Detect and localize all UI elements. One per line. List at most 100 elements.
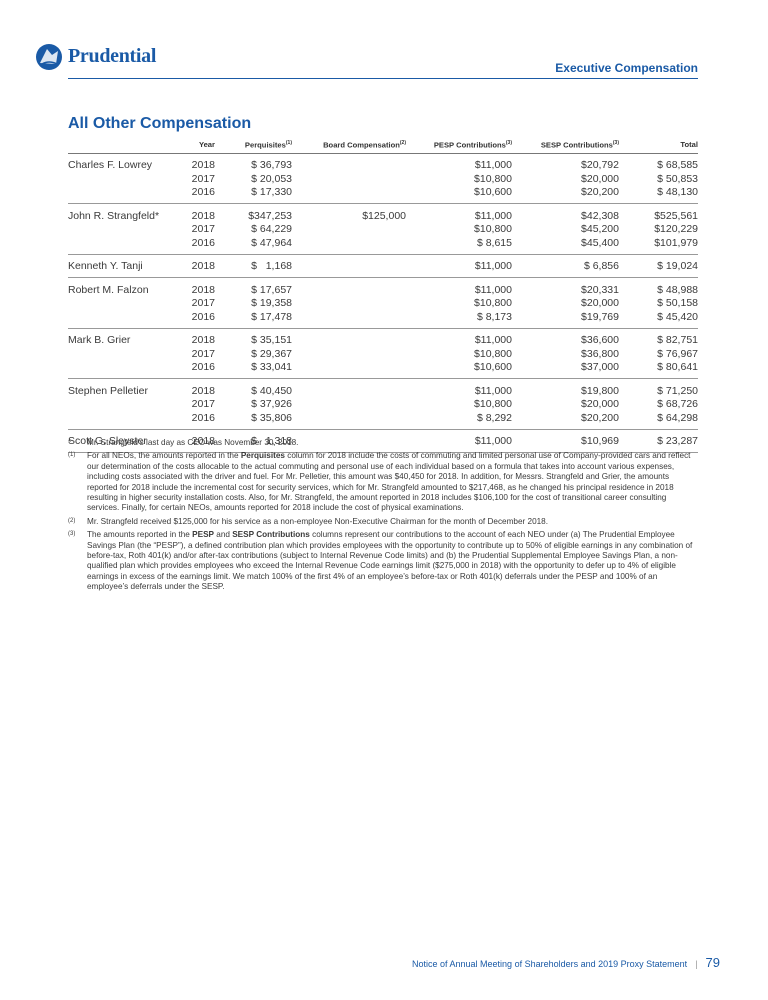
value-cell: [292, 223, 406, 237]
value-cell: $19,769: [512, 310, 619, 329]
table-row: Kenneth Y. Tanji 2018 $ 1,168 $11,000 $ 6,85…: [68, 254, 698, 279]
value-cell: $10,969: [512, 429, 619, 454]
cell-text: $ 23,287: [657, 435, 698, 448]
cell-text: 2016: [191, 236, 215, 249]
footnote-part: column for 2018 include the costs of com…: [87, 451, 691, 513]
footnote-text: Mr. Strangfeld’s last day as CEO was Nov…: [87, 438, 298, 448]
value-cell: $ 8,173: [406, 310, 512, 329]
footnote-mark: *: [68, 438, 72, 447]
table-row: 2016 $ 35,806 $ 8,292 $20,200 $ 64,298: [68, 411, 698, 430]
value-cell: 2017: [180, 347, 215, 361]
value-cell: $10,800: [406, 223, 512, 237]
value-cell: [292, 236, 406, 255]
value-cell: [292, 379, 406, 398]
cell-text: $37,000: [581, 361, 619, 374]
value-cell: $11,000: [406, 204, 512, 223]
table-row: Charles F. Lowrey 2018 $ 36,793 $11,000 $20,…: [68, 153, 698, 172]
cell-text: $19,769: [581, 310, 619, 323]
table-row: 2017 $ 20,053 $10,800 $20,000 $ 50,853: [68, 172, 698, 186]
footnote-part: For all NEOs, the amounts reported in th…: [87, 451, 241, 461]
name-cell: [68, 172, 180, 186]
cell-text: $ 64,298: [657, 411, 698, 424]
cell-text: $11,000: [474, 435, 512, 448]
table-row: Mark B. Grier 2018 $ 35,151 $11,000 $36,600 $…: [68, 328, 698, 347]
cell-text: $10,800: [474, 297, 512, 310]
value-cell: $ 8,615: [406, 236, 512, 255]
executive-name: Charles F. Lowrey: [68, 159, 153, 172]
value-cell: $ 6,856: [512, 254, 619, 279]
table-title: All Other Compensation: [68, 115, 252, 132]
cell-text: $525,561: [654, 209, 698, 222]
name-cell: [68, 411, 180, 430]
logo-mark: [36, 44, 62, 70]
value-cell: [292, 328, 406, 347]
name-cell: [68, 347, 180, 361]
table-row: 2016 $ 17,330 $10,600 $20,200 $ 48,130: [68, 185, 698, 205]
value-cell: $ 19,024: [619, 254, 698, 279]
cell-text: 2017: [191, 297, 215, 310]
cell-text: $11,000: [474, 209, 512, 222]
cell-text: $20,200: [581, 411, 619, 424]
value-cell: $ 35,151: [215, 328, 292, 347]
cell-text: $10,800: [474, 398, 512, 411]
value-cell: $ 1,318: [215, 429, 292, 454]
footnote-part: Mr. Strangfeld received $125,000 for his…: [87, 516, 549, 526]
value-cell: 2018: [180, 328, 215, 347]
cell-text: $ 82,751: [657, 334, 698, 347]
separator: |: [695, 959, 698, 969]
value-cell: [292, 172, 406, 186]
value-cell: $20,331: [512, 278, 619, 297]
cell-text: 2018: [191, 159, 215, 172]
footnote-text: Mr. Strangfeld received $125,000 for his…: [87, 517, 548, 527]
value-cell: 2018: [180, 254, 215, 279]
value-cell: [292, 429, 406, 454]
value-cell: [292, 411, 406, 430]
value-cell: $ 36,793: [215, 153, 292, 172]
value-cell: $525,561: [619, 204, 698, 223]
cell-text: $11,000: [474, 384, 512, 397]
cell-text: $347,253: [248, 209, 292, 222]
footnote-mark: (1): [68, 452, 76, 459]
value-cell: $ 82,751: [619, 328, 698, 347]
executive-name: Robert M. Falzon: [68, 283, 149, 296]
table-row: Stephen Pelletier 2018 $ 40,450 $11,000 $19,…: [68, 379, 698, 398]
value-cell: $ 76,967: [619, 347, 698, 361]
header-cell: Total: [619, 138, 698, 154]
value-cell: $11,000: [406, 328, 512, 347]
value-cell: $36,800: [512, 347, 619, 361]
value-cell: $ 37,926: [215, 398, 292, 412]
cell-text: 2017: [191, 172, 215, 185]
value-cell: $ 1,168: [215, 254, 292, 279]
value-cell: 2016: [180, 360, 215, 380]
value-cell: $ 23,287: [619, 429, 698, 454]
cell-text: $101,979: [654, 236, 698, 249]
value-cell: $45,400: [512, 236, 619, 255]
value-cell: $10,800: [406, 297, 512, 311]
cell-text: $20,792: [581, 159, 619, 172]
name-cell: Mark B. Grier: [68, 328, 180, 347]
table-row: 2016 $ 47,964 $ 8,615 $45,400 $101,979: [68, 236, 698, 255]
cell-text: $20,200: [581, 186, 619, 199]
value-cell: [292, 310, 406, 329]
cell-text: $11,000: [474, 159, 512, 172]
cell-text: $ 19,024: [657, 260, 698, 273]
cell-text: $10,800: [474, 347, 512, 360]
executive-name: Mark B. Grier: [68, 334, 131, 347]
footnote-part: Perquisites: [240, 451, 285, 461]
value-cell: [292, 153, 406, 172]
column-note: (2): [399, 140, 406, 146]
value-cell: $ 47,964: [215, 236, 292, 255]
value-cell: $ 71,250: [619, 379, 698, 398]
name-cell: Scott G. Sleyster: [68, 429, 180, 454]
value-cell: $36,600: [512, 328, 619, 347]
footnote-text: For all NEOs, the amounts reported in th…: [87, 451, 698, 513]
footnote-text: The amounts reported in the PESP and SES…: [87, 530, 698, 592]
cell-text: 2018: [191, 283, 215, 296]
cell-text: $ 17,330: [251, 186, 292, 199]
value-cell: $20,792: [512, 153, 619, 172]
value-cell: [292, 360, 406, 380]
table-row: 2016 $ 17,478 $ 8,173 $19,769 $ 45,420: [68, 310, 698, 329]
value-cell: $125,000: [292, 204, 406, 223]
value-cell: [292, 297, 406, 311]
